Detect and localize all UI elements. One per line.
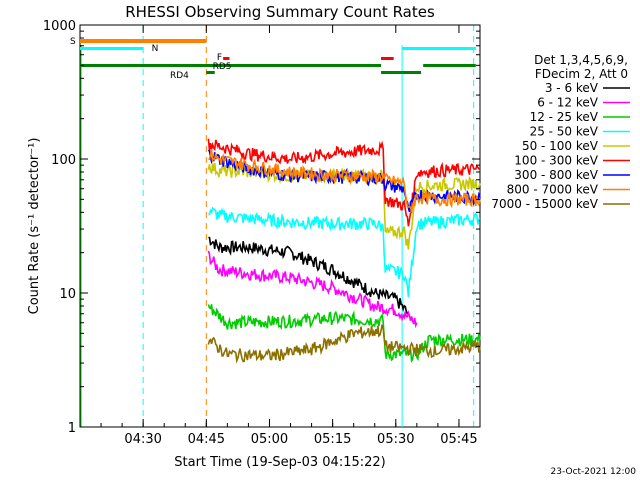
series-line-2: [207, 304, 481, 363]
series-line-3: [208, 206, 481, 298]
x-tick-label: 05:15: [314, 432, 351, 447]
flag-label: RD4: [170, 71, 189, 81]
x-tick-label: 04:45: [188, 432, 225, 447]
legend-entry-label: 25 - 50 keV: [530, 125, 599, 139]
legend-entry-label: 12 - 25 keV: [530, 110, 599, 124]
flag-bars: S N F RD4 RD5: [70, 37, 476, 81]
y-tick-label: 1: [68, 421, 76, 436]
flag-bar-s: [80, 39, 207, 43]
flag-bar-rd5b: [423, 64, 476, 67]
y-tick-label: 100: [51, 153, 76, 168]
x-tick-label: 04:30: [124, 432, 161, 447]
legend-header-2: FDecim 2, Att 0: [535, 67, 628, 81]
legend-entry-label: 100 - 300 keV: [514, 154, 598, 168]
flag-bar-rd5: [80, 64, 382, 67]
series-line-0: [208, 236, 409, 315]
series-line-1: [207, 250, 418, 329]
legend: Det 1,3,4,5,6,9,FDecim 2, Att 03 - 6 keV…: [491, 53, 630, 211]
legend-entry-label: 6 - 12 keV: [537, 96, 599, 110]
y-tick-label: 1000: [43, 19, 76, 34]
series-group: [207, 138, 481, 364]
flag-bar-f2: [381, 57, 394, 60]
x-tick-label: 05:00: [251, 432, 288, 447]
flag-label: RD5: [213, 62, 232, 72]
flag-label: F: [217, 53, 222, 63]
flag-label: N: [152, 44, 159, 54]
legend-entry-label: 800 - 7000 keV: [507, 183, 599, 197]
series-line-6: [207, 149, 481, 213]
legend-header-1: Det 1,3,4,5,6,9,: [534, 53, 628, 67]
legend-entry-label: 7000 - 15000 keV: [491, 197, 598, 211]
series-line-7: [208, 149, 481, 213]
x-tick-label: 05:30: [377, 432, 414, 447]
chart-title: RHESSI Observing Summary Count Rates: [125, 3, 435, 21]
plot-frame: [79, 24, 481, 428]
x-tick-label: 05:45: [440, 432, 477, 447]
flag-bar-rd4: [381, 71, 422, 74]
flag-label: S: [70, 37, 76, 47]
footer-date: 23-Oct-2021 12:00: [551, 467, 637, 477]
x-axis-label: Start Time (19-Sep-03 04:15:22): [174, 455, 385, 470]
flag-bar-rd4b: [206, 71, 215, 74]
series-line-5: [207, 138, 481, 227]
legend-entry-label: 3 - 6 keV: [545, 81, 599, 95]
axes-ticks: 04:30 04:45 05:00 05:15 05:30 05:45 1 10 100 1000: [43, 19, 481, 447]
flag-bar-n: [80, 47, 144, 50]
y-tick-label: 10: [59, 287, 76, 302]
legend-entry-label: 300 - 800 keV: [514, 168, 598, 182]
flag-bar-n2: [402, 47, 476, 50]
legend-entry-label: 50 - 100 keV: [522, 139, 599, 153]
flag-bar-f: [223, 57, 230, 60]
series-line-8: [207, 324, 481, 364]
y-axis-label: Count Rate (s⁻¹ detector⁻¹): [27, 138, 42, 315]
